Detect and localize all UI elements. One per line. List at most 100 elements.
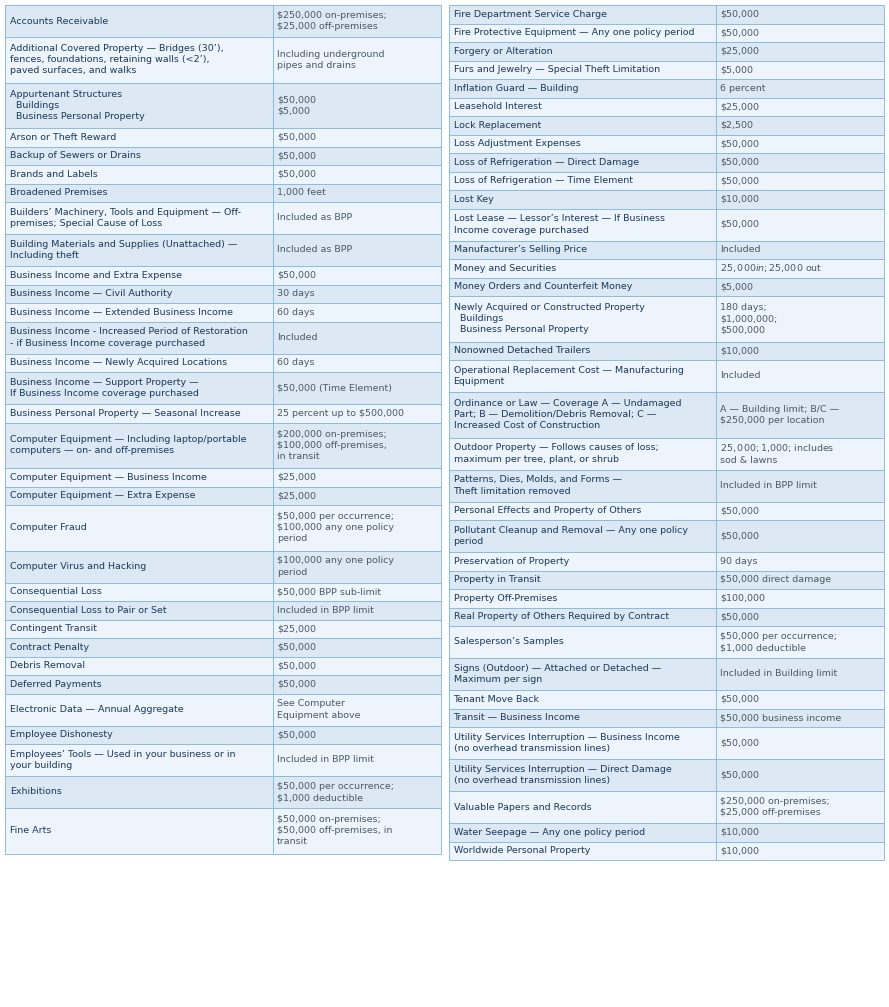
Text: Nonowned Detached Trailers: Nonowned Detached Trailers bbox=[453, 346, 590, 355]
Bar bbox=[717, 259, 884, 278]
Bar bbox=[448, 520, 717, 552]
Text: Furs and Jewelry — Special Theft Limitation: Furs and Jewelry — Special Theft Limitat… bbox=[453, 65, 660, 75]
Bar bbox=[273, 404, 441, 423]
Text: Included as BPP: Included as BPP bbox=[276, 246, 352, 255]
Bar bbox=[448, 571, 717, 589]
Bar bbox=[5, 321, 273, 353]
Text: $50,000: $50,000 bbox=[720, 612, 759, 621]
Bar bbox=[717, 520, 884, 552]
Bar bbox=[273, 808, 441, 854]
Text: Included in BPP limit: Included in BPP limit bbox=[276, 606, 373, 614]
Text: $2,500: $2,500 bbox=[720, 121, 753, 130]
Bar bbox=[273, 725, 441, 744]
Text: 90 days: 90 days bbox=[720, 557, 757, 566]
Bar bbox=[448, 171, 717, 190]
Text: Contingent Transit: Contingent Transit bbox=[10, 624, 97, 633]
Bar bbox=[448, 501, 717, 520]
Bar bbox=[5, 83, 273, 128]
Bar bbox=[5, 582, 273, 601]
Bar bbox=[717, 190, 884, 208]
Bar bbox=[717, 690, 884, 709]
Bar bbox=[448, 42, 717, 60]
Text: 60 days: 60 days bbox=[276, 358, 315, 368]
Text: $250,000 on-premises;
$25,000 off-premises: $250,000 on-premises; $25,000 off-premis… bbox=[720, 797, 830, 817]
Text: Operational Replacement Cost — Manufacturing
Equipment: Operational Replacement Cost — Manufactu… bbox=[453, 366, 684, 386]
Text: Fine Arts: Fine Arts bbox=[10, 827, 52, 835]
Bar bbox=[448, 359, 717, 392]
Text: Real Property of Others Required by Contract: Real Property of Others Required by Cont… bbox=[453, 612, 669, 621]
Bar bbox=[448, 759, 717, 792]
Text: $50,000 on-premises;
$50,000 off-premises, in
transit: $50,000 on-premises; $50,000 off-premise… bbox=[276, 815, 392, 846]
Text: $50,000: $50,000 bbox=[720, 507, 759, 516]
Bar bbox=[273, 353, 441, 372]
Bar bbox=[717, 278, 884, 296]
Bar bbox=[273, 37, 441, 83]
Text: $10,000: $10,000 bbox=[720, 846, 759, 855]
Text: Property in Transit: Property in Transit bbox=[453, 575, 541, 584]
Bar bbox=[717, 23, 884, 42]
Text: Manufacturer’s Selling Price: Manufacturer’s Selling Price bbox=[453, 246, 587, 254]
Bar bbox=[5, 266, 273, 285]
Text: Arson or Theft Reward: Arson or Theft Reward bbox=[10, 133, 116, 142]
Text: $50,000: $50,000 bbox=[720, 10, 759, 19]
Text: $50,000: $50,000 bbox=[720, 738, 759, 747]
Text: $10,000: $10,000 bbox=[720, 828, 759, 837]
Text: Electronic Data — Annual Aggregate: Electronic Data — Annual Aggregate bbox=[10, 705, 184, 714]
Text: $25,000 in; $25,000 out: $25,000 in; $25,000 out bbox=[720, 262, 822, 274]
Text: 1,000 feet: 1,000 feet bbox=[276, 188, 325, 197]
Text: $5,000: $5,000 bbox=[720, 65, 753, 75]
Text: Included in BPP limit: Included in BPP limit bbox=[276, 755, 373, 764]
Text: $50,000: $50,000 bbox=[720, 28, 759, 37]
Bar bbox=[717, 823, 884, 842]
Text: Business Income — Support Property —
If Business Income coverage purchased: Business Income — Support Property — If … bbox=[10, 378, 199, 398]
Text: $250,000 on-premises;
$25,000 off-premises: $250,000 on-premises; $25,000 off-premis… bbox=[276, 11, 387, 31]
Bar bbox=[273, 5, 441, 37]
Bar bbox=[717, 359, 884, 392]
Text: $50,000: $50,000 bbox=[720, 695, 759, 704]
Text: Salesperson’s Samples: Salesperson’s Samples bbox=[453, 637, 564, 646]
Bar bbox=[273, 146, 441, 165]
Text: Ordinance or Law — Coverage A — Undamaged
Part; B — Demolition/Debris Removal; C: Ordinance or Law — Coverage A — Undamage… bbox=[453, 399, 681, 430]
Text: $50,000
$5,000: $50,000 $5,000 bbox=[276, 96, 316, 115]
Text: $50,000: $50,000 bbox=[276, 730, 316, 739]
Text: $50,000: $50,000 bbox=[276, 662, 316, 671]
Text: Money and Securities: Money and Securities bbox=[453, 264, 556, 273]
Bar bbox=[448, 727, 717, 759]
Bar bbox=[5, 165, 273, 183]
Bar bbox=[717, 98, 884, 116]
Text: $50,000: $50,000 bbox=[720, 770, 759, 779]
Text: Business Income — Newly Acquired Locations: Business Income — Newly Acquired Locatio… bbox=[10, 358, 227, 368]
Bar bbox=[717, 658, 884, 690]
Text: Computer Fraud: Computer Fraud bbox=[10, 524, 87, 533]
Bar bbox=[273, 619, 441, 638]
Text: Loss Adjustment Expenses: Loss Adjustment Expenses bbox=[453, 139, 581, 148]
Bar bbox=[448, 79, 717, 98]
Bar bbox=[273, 266, 441, 285]
Text: Transit — Business Income: Transit — Business Income bbox=[453, 713, 581, 722]
Bar bbox=[717, 552, 884, 571]
Bar bbox=[273, 675, 441, 694]
Text: Included in Building limit: Included in Building limit bbox=[720, 670, 837, 679]
Text: Computer Virus and Hacking: Computer Virus and Hacking bbox=[10, 562, 147, 571]
Bar bbox=[5, 725, 273, 744]
Text: Worldwide Personal Property: Worldwide Personal Property bbox=[453, 846, 590, 855]
Text: Included: Included bbox=[720, 372, 761, 381]
Bar bbox=[717, 392, 884, 437]
Text: Loss of Refrigeration — Time Element: Loss of Refrigeration — Time Element bbox=[453, 176, 632, 185]
Bar bbox=[5, 505, 273, 551]
Text: $50,000: $50,000 bbox=[720, 176, 759, 185]
Bar bbox=[717, 79, 884, 98]
Bar bbox=[717, 589, 884, 607]
Text: $50,000 per occurrence;
$1,000 deductible: $50,000 per occurrence; $1,000 deductibl… bbox=[276, 782, 394, 802]
Bar bbox=[5, 128, 273, 146]
Bar bbox=[448, 153, 717, 171]
Bar bbox=[448, 626, 717, 658]
Bar bbox=[5, 638, 273, 657]
Bar bbox=[5, 353, 273, 372]
Bar bbox=[448, 823, 717, 842]
Text: Deferred Payments: Deferred Payments bbox=[10, 680, 101, 689]
Bar bbox=[5, 37, 273, 83]
Text: Water Seepage — Any one policy period: Water Seepage — Any one policy period bbox=[453, 828, 645, 837]
Text: Computer Equipment — Including laptop/portable
computers — on- and off-premises: Computer Equipment — Including laptop/po… bbox=[10, 435, 246, 455]
Bar bbox=[448, 842, 717, 860]
